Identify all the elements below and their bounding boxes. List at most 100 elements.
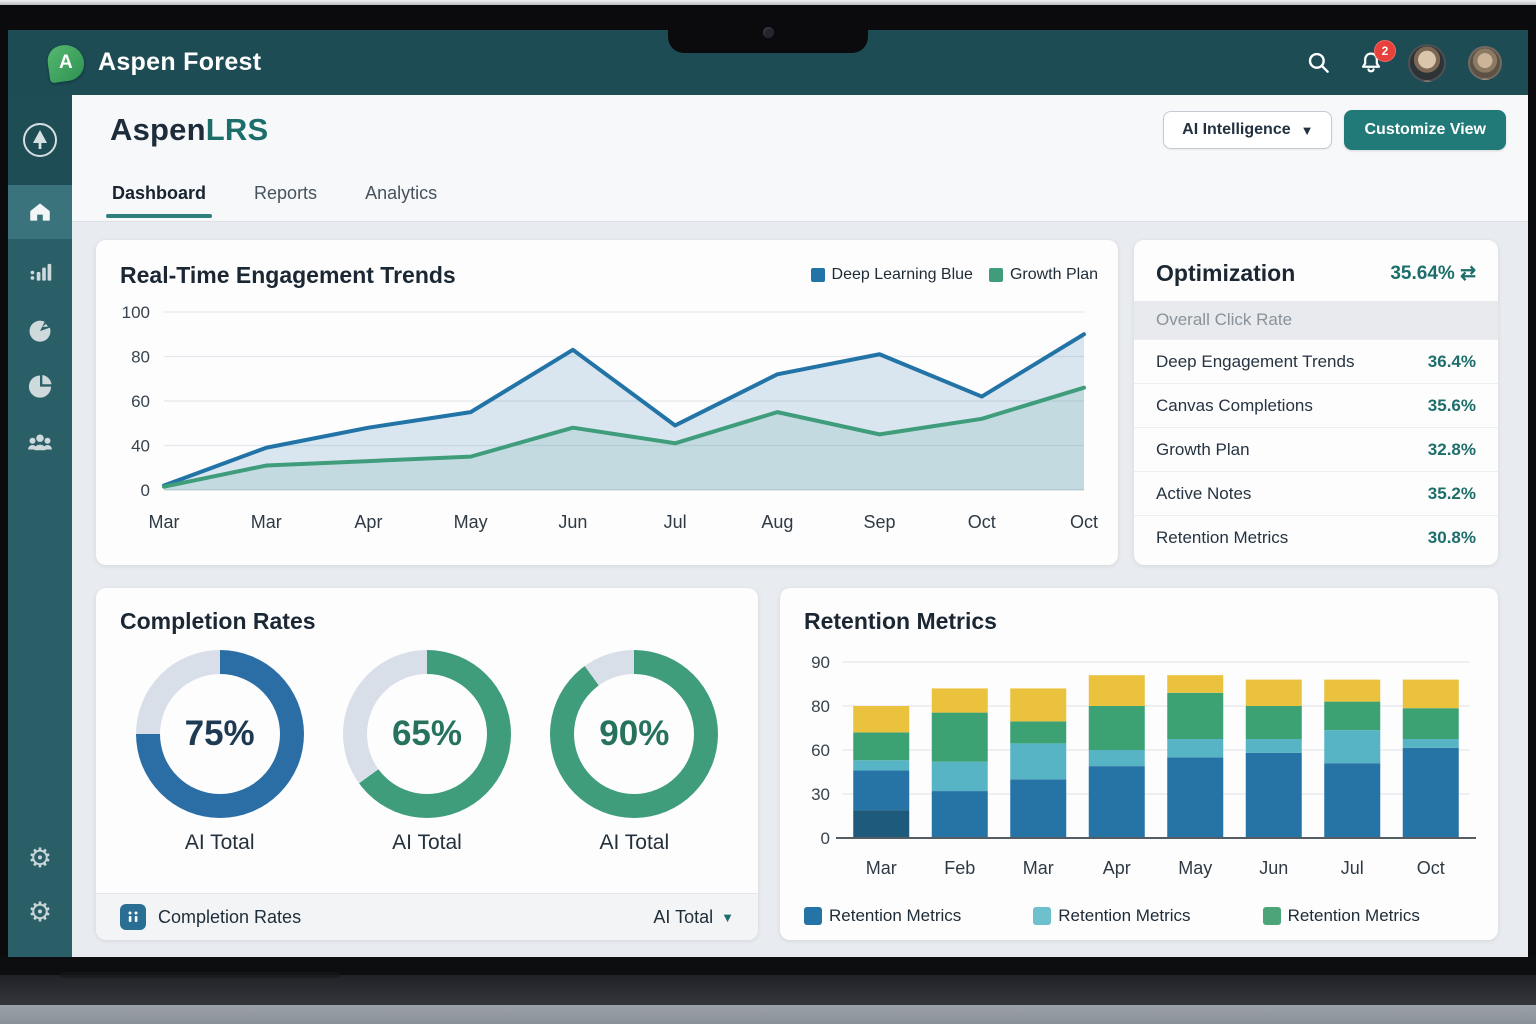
completion-footer-label: Completion Rates xyxy=(158,906,302,927)
svg-text:60: 60 xyxy=(131,392,150,411)
trend-arrow-icon: ⇄ xyxy=(1460,263,1476,284)
top-navbar: A Aspen Forest 2 xyxy=(8,30,1528,95)
svg-text:Aug: Aug xyxy=(761,512,793,532)
ai-intelligence-dropdown[interactable]: AI Intelligence ▼ xyxy=(1163,111,1333,149)
ai-total-dropdown[interactable]: AI Total ▼ xyxy=(653,907,734,928)
optimization-row: Growth Plan 32.8% xyxy=(1134,427,1498,471)
legend-swatch-green xyxy=(1262,907,1281,925)
metric-value: 35.2% xyxy=(1427,483,1476,503)
bar-chart-icon xyxy=(30,263,52,281)
completion-rates-title: Completion Rates xyxy=(120,608,316,634)
page-title-accent: LRS xyxy=(205,112,269,147)
svg-text:0: 0 xyxy=(821,829,830,848)
sidebar-item-reports[interactable] xyxy=(8,359,72,413)
notification-badge: 2 xyxy=(1374,39,1396,62)
ai-intelligence-label: AI Intelligence xyxy=(1182,121,1291,138)
laptop-hinge xyxy=(0,975,1536,1005)
donut-ring: 90% xyxy=(550,650,719,818)
metric-value: 32.8% xyxy=(1427,439,1476,459)
sidebar-logo-block xyxy=(8,95,72,185)
customize-view-button[interactable]: Customize View xyxy=(1344,110,1506,150)
camera xyxy=(763,27,774,38)
chevron-down-icon: ▼ xyxy=(721,909,734,925)
aspen-logo-icon: A xyxy=(45,42,87,83)
svg-text:Apr: Apr xyxy=(1103,858,1131,878)
engagement-legend: Deep Learning Blue Growth Plan xyxy=(810,266,1098,284)
screen: A Aspen Forest 2 xyxy=(8,30,1528,957)
metric-value: 36.4% xyxy=(1427,351,1476,371)
svg-text:0: 0 xyxy=(141,481,150,500)
svg-text:Mar: Mar xyxy=(149,512,180,532)
tab-reports[interactable]: Reports xyxy=(254,182,318,203)
sidebar-item-analytics[interactable] xyxy=(8,245,72,299)
svg-text:Feb: Feb xyxy=(944,858,975,878)
metric-label: Growth Plan xyxy=(1156,439,1250,459)
svg-text:80: 80 xyxy=(811,697,830,716)
donut-hole: 75% xyxy=(159,674,280,794)
gear-icon: ⚙ xyxy=(27,896,53,927)
sidebar-item-preferences[interactable]: ⚙ xyxy=(8,885,72,939)
engagement-chart-title: Real-Time Engagement Trends xyxy=(120,262,456,288)
sidebar-item-users[interactable] xyxy=(8,415,72,469)
svg-text:Oct: Oct xyxy=(1070,512,1098,532)
metric-label: Deep Engagement Trends xyxy=(1156,351,1355,371)
brand: A Aspen Forest xyxy=(45,42,262,83)
metric-value: 30.8% xyxy=(1427,527,1476,547)
legend-label: Retention Metrics xyxy=(1058,906,1191,925)
logo-letter: A xyxy=(59,51,73,73)
tab-analytics[interactable]: Analytics xyxy=(365,182,438,203)
svg-text:Jul: Jul xyxy=(1341,858,1364,878)
svg-text:Jun: Jun xyxy=(1259,858,1288,878)
optimization-row: Deep Engagement Trends 36.4% xyxy=(1134,339,1498,383)
donut-hole: 90% xyxy=(574,674,695,794)
svg-text:Jul: Jul xyxy=(664,512,687,532)
optimization-header: Optimization 35.64% ⇄ xyxy=(1134,240,1498,301)
search-button[interactable] xyxy=(1304,48,1334,78)
search-icon xyxy=(1308,52,1329,73)
legend-label: Retention Metrics xyxy=(829,906,962,925)
laptop-notch xyxy=(668,5,868,53)
legend-label: Growth Plan xyxy=(1009,266,1098,283)
laptop-bezel-bottom xyxy=(0,957,1536,975)
sidebar: ⚙ ⚙ xyxy=(8,95,72,957)
metric-label: Active Notes xyxy=(1156,483,1252,503)
laptop-base xyxy=(0,1005,1536,1024)
donut-label: AI Total xyxy=(599,831,670,854)
sidebar-item-home[interactable] xyxy=(8,185,72,239)
metric-value: 35.6% xyxy=(1427,395,1476,415)
optimization-row: Canvas Completions 35.6% xyxy=(1134,383,1498,427)
svg-text:Mar: Mar xyxy=(866,858,897,878)
donut-label: AI Total xyxy=(184,831,255,854)
svg-text:100: 100 xyxy=(122,303,150,322)
home-icon xyxy=(30,203,50,221)
legend-swatch-blue xyxy=(804,907,822,925)
legend-item: Retention Metrics xyxy=(1262,906,1420,926)
optimization-card: Optimization 35.64% ⇄ Overall Click Rate… xyxy=(1134,240,1498,565)
avatar[interactable] xyxy=(1468,45,1502,80)
engagement-trends-card: Real-Time Engagement Trends Deep Learnin… xyxy=(96,240,1118,565)
svg-text:Mar: Mar xyxy=(251,512,282,532)
optimization-row: Retention Metrics 30.8% xyxy=(1134,515,1498,559)
retention-metrics-title: Retention Metrics xyxy=(804,608,997,634)
optimization-row: Active Notes 35.2% xyxy=(1134,471,1498,515)
svg-text:Oct: Oct xyxy=(1417,858,1445,878)
tab-bar: Dashboard Reports Analytics xyxy=(72,165,1528,222)
sidebar-item-settings[interactable]: ⚙ xyxy=(8,831,72,885)
metric-label: Retention Metrics xyxy=(1156,527,1289,547)
tab-dashboard[interactable]: Dashboard xyxy=(105,169,213,218)
gauge-icon xyxy=(29,319,53,342)
notifications-button[interactable]: 2 xyxy=(1356,39,1396,78)
completion-donuts: 75% AI Total 65% AI Total 90% AI Total xyxy=(96,650,758,855)
users-icon xyxy=(28,434,52,451)
legend-swatch-blue xyxy=(810,268,825,282)
donut-chart: 90% AI Total xyxy=(550,650,719,855)
brand-name: Aspen Forest xyxy=(98,48,262,76)
svg-text:60: 60 xyxy=(811,741,830,760)
sidebar-item-gauge[interactable] xyxy=(8,303,72,357)
svg-text:80: 80 xyxy=(131,348,150,367)
avatar[interactable] xyxy=(1408,43,1446,82)
legend-item: Retention Metrics xyxy=(1033,906,1191,926)
metric-label: Canvas Completions xyxy=(1156,395,1313,415)
svg-text:Mar: Mar xyxy=(1023,858,1054,878)
svg-text:30: 30 xyxy=(811,785,830,804)
